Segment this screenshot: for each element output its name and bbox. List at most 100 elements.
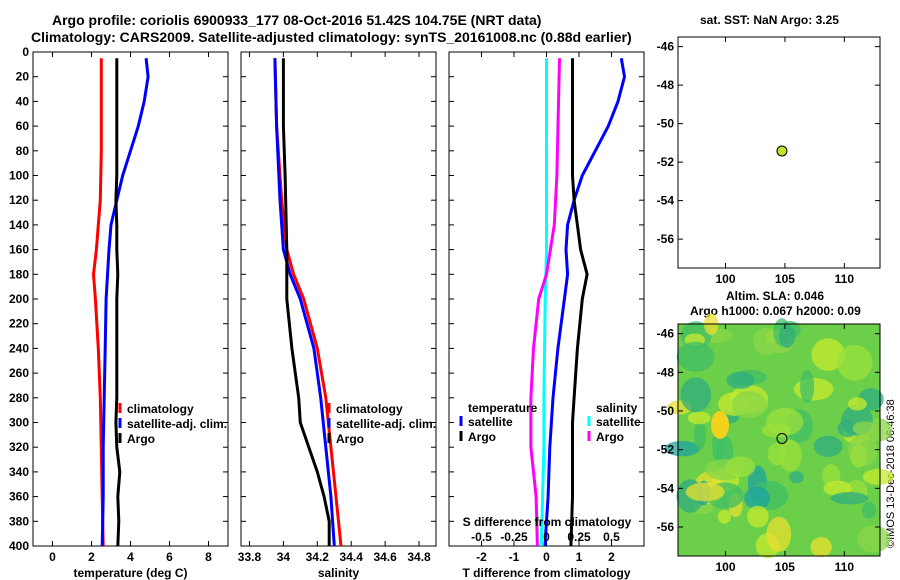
heatmap-blob	[823, 480, 852, 496]
map-frame-sla_map	[677, 323, 881, 557]
xtick-label-difference: 0	[543, 550, 550, 564]
heatmap-blob	[685, 482, 725, 502]
heatmap-warm-patch	[711, 411, 729, 439]
legend-label-salinity: climatology	[336, 402, 403, 416]
xtick-label-temperature: 8	[205, 550, 212, 564]
top-xtick-label-difference: 0.25	[567, 530, 591, 544]
series-line-salinity-Argo	[281, 58, 331, 546]
sla-map-title-line1: Altim. SLA: 0.046	[726, 289, 825, 303]
map-ytick-label-sla_map: -46	[657, 327, 675, 341]
ytick-label: 80	[16, 144, 30, 158]
top-xlabel-difference: S difference from climatology	[463, 515, 632, 529]
heatmap-blob	[676, 341, 715, 372]
heatmap-blob	[726, 371, 755, 389]
xtick-label-salinity: 34.4	[340, 550, 364, 564]
heatmap-blob	[789, 471, 804, 484]
sst-map-title: sat. SST: NaN Argo: 3.25	[700, 13, 839, 27]
ytick-label: 140	[9, 218, 29, 232]
series-line-temperature-Argo	[114, 58, 122, 547]
xlabel-difference: T difference from climatology	[462, 566, 630, 580]
axes-frame-salinity	[240, 51, 437, 547]
legend-temp-label: satellite	[468, 415, 513, 429]
ytick-label: 220	[9, 317, 29, 331]
ytick-label: 400	[9, 539, 29, 553]
map-ytick-label-sst_map: -56	[657, 232, 675, 246]
legend-temp-header: temperature	[468, 401, 538, 415]
ytick-label: 380	[9, 514, 29, 528]
xlabel-salinity: salinity	[318, 566, 360, 580]
ytick-label: 240	[9, 341, 29, 355]
xtick-label-salinity: 34	[277, 550, 291, 564]
map-ytick-label-sst_map: -52	[657, 155, 675, 169]
legend-label-salinity: satellite-adj. clim.	[336, 417, 436, 431]
heatmap-blob	[861, 501, 877, 519]
map-ytick-label-sst_map: -50	[657, 117, 675, 131]
map-frame-sst_map	[677, 36, 881, 269]
map-xtick-label-sst_map: 105	[775, 272, 795, 286]
map-ytick-label-sla_map: -52	[657, 443, 675, 457]
heatmap-blob	[687, 411, 711, 425]
heatmap-blob	[725, 456, 756, 478]
xlabel-temperature: temperature (deg C)	[73, 566, 187, 580]
heatmap-blob	[761, 423, 792, 438]
ytick-label: 40	[16, 94, 30, 108]
top-xtick-label-difference: 0.5	[603, 530, 620, 544]
xtick-label-temperature: 2	[88, 550, 95, 564]
heatmap-blob	[852, 421, 877, 436]
series-line-difference-S-Argo	[529, 58, 561, 547]
ytick-label: 120	[9, 193, 29, 207]
heatmap-blob	[850, 444, 867, 468]
heatmap-blob	[766, 516, 792, 552]
legend-sal-header: salinity	[596, 401, 638, 415]
ytick-label: 20	[16, 70, 30, 84]
heatmap-blob	[664, 440, 700, 457]
legend-temp-label: Argo	[468, 430, 496, 444]
map-ytick-label-sst_map: -46	[657, 40, 675, 54]
figure-title-line1: Argo profile: coriolis 6900933_177 08-Oc…	[52, 12, 542, 28]
heatmap-blob	[848, 397, 867, 411]
sla-heatmap-field	[664, 313, 894, 559]
figure-title-line2: Climatology: CARS2009. Satellite-adjuste…	[31, 29, 632, 45]
heatmap-blob	[779, 324, 796, 349]
ytick-label: 300	[9, 416, 29, 430]
heatmap-blob	[811, 338, 845, 371]
ytick-label: 60	[16, 119, 30, 133]
top-xtick-label-difference: 0	[543, 530, 550, 544]
sla-map-title-line2: Argo h1000: 0.067 h2000: 0.09	[690, 304, 861, 318]
heatmap-blob	[693, 419, 707, 450]
heatmap-blob	[830, 492, 869, 505]
map-ytick-label-sst_map: -54	[657, 194, 675, 208]
heatmap-blob	[836, 344, 873, 381]
legend-sal-label: Argo	[596, 430, 624, 444]
ytick-label: 260	[9, 366, 29, 380]
xtick-label-difference: -1	[509, 550, 520, 564]
map-xtick-label-sla_map: 105	[775, 560, 795, 574]
map-ytick-label-sst_map: -48	[657, 78, 675, 92]
float-position-marker-sla_map	[776, 432, 788, 444]
heatmap-blob	[862, 468, 894, 485]
ytick-label: 160	[9, 243, 29, 257]
ytick-label: 200	[9, 292, 29, 306]
float-position-marker-sst_map	[776, 145, 788, 157]
xtick-label-difference: -2	[476, 550, 487, 564]
series-line-difference-T-satellite	[543, 57, 626, 547]
legend-label-salinity: Argo	[336, 432, 364, 446]
heatmap-blob	[744, 486, 771, 510]
top-xtick-label-difference: -0.25	[500, 530, 528, 544]
series-line-temperature-satellite-adj.-clim.	[100, 58, 150, 547]
legend-label-temperature: satellite-adj. clim.	[127, 417, 227, 431]
ytick-label: 0	[22, 45, 29, 59]
map-xtick-label-sst_map: 100	[716, 272, 736, 286]
xtick-label-temperature: 0	[49, 550, 56, 564]
legend-sal-label: satellite	[596, 415, 641, 429]
heatmap-blob	[680, 377, 712, 413]
heatmap-blob	[778, 439, 802, 472]
axes-frame-temperature	[32, 51, 229, 547]
legend-label-temperature: climatology	[127, 402, 194, 416]
xtick-label-salinity: 34.2	[306, 550, 330, 564]
heatmap-blob	[857, 525, 891, 553]
xtick-label-salinity: 33.8	[238, 550, 262, 564]
ytick-label: 100	[9, 169, 29, 183]
heatmap-blob	[810, 537, 832, 558]
